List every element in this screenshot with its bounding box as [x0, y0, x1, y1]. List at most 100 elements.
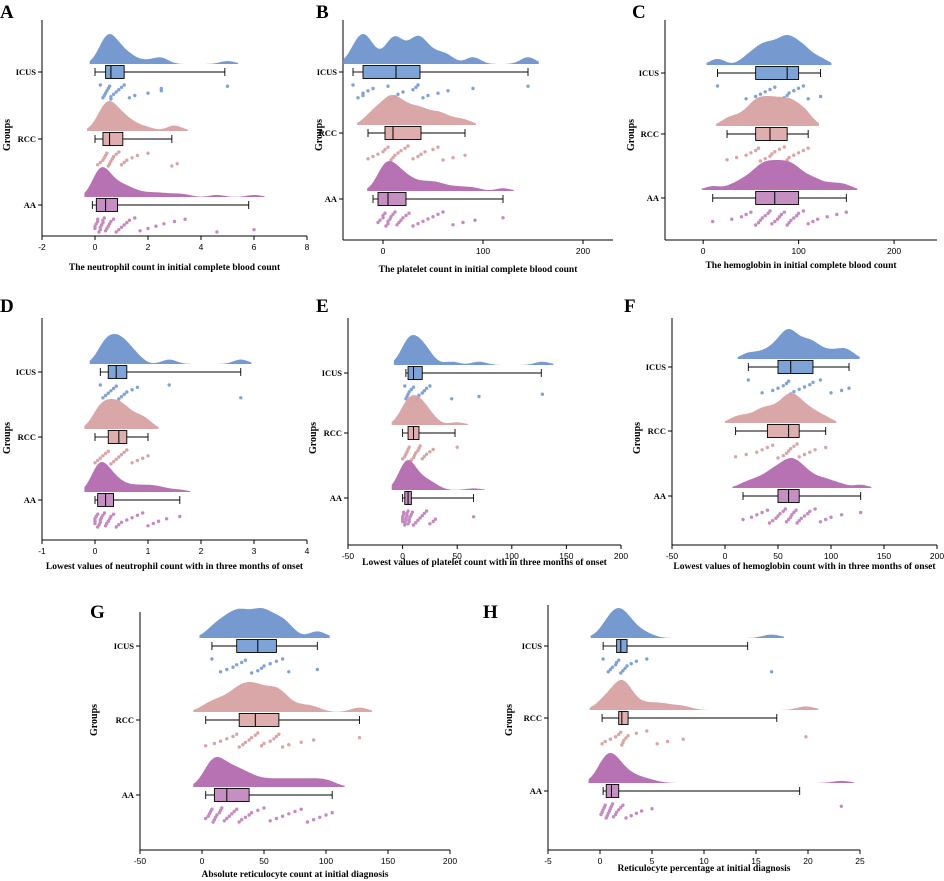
- data-point: [789, 447, 793, 451]
- x-tick-label: 6: [252, 242, 257, 252]
- data-point: [645, 657, 649, 661]
- data-point: [381, 150, 385, 154]
- data-point: [436, 145, 440, 149]
- series-icus: ICUS: [522, 608, 785, 675]
- data-point: [785, 158, 789, 162]
- density-cloud: [89, 34, 239, 64]
- data-point: [501, 216, 505, 220]
- data-point: [792, 153, 796, 157]
- x-axis-label: Lowest values of neutrophil count with i…: [46, 562, 304, 572]
- data-point: [634, 811, 639, 815]
- data-point: [424, 386, 429, 390]
- data-point: [754, 223, 758, 227]
- data-point: [386, 219, 390, 223]
- data-point: [794, 508, 798, 512]
- data-point: [237, 820, 241, 824]
- data-point: [792, 390, 796, 394]
- x-tick-label: 200: [614, 551, 628, 561]
- data-point: [621, 803, 625, 807]
- data-point: [274, 659, 279, 663]
- data-point: [756, 146, 761, 150]
- data-point: [839, 804, 843, 808]
- data-point: [610, 665, 615, 669]
- data-point: [409, 458, 413, 462]
- x-tick-label: 100: [476, 246, 490, 256]
- data-point: [119, 225, 124, 229]
- density-cloud: [87, 101, 188, 131]
- data-point: [386, 145, 390, 149]
- data-point: [730, 217, 734, 221]
- data-point: [111, 386, 116, 391]
- data-point: [606, 670, 610, 674]
- data-point: [665, 739, 670, 744]
- data-point: [799, 516, 803, 520]
- data-point: [414, 451, 418, 455]
- data-point: [378, 218, 382, 222]
- category-label: RCC: [324, 428, 342, 438]
- data-point: [376, 152, 380, 156]
- data-point: [760, 391, 764, 395]
- data-point: [272, 737, 276, 741]
- panel-letter: C: [632, 2, 646, 23]
- data-point: [287, 670, 291, 674]
- data-point: [156, 519, 161, 523]
- data-point: [617, 808, 621, 812]
- data-point: [237, 745, 241, 749]
- category-label: RCC: [524, 713, 542, 723]
- x-tick-label: 150: [381, 856, 395, 866]
- panel-letter: B: [316, 2, 329, 23]
- data-point: [280, 745, 285, 749]
- data-point: [431, 215, 435, 219]
- iqr-box: [213, 788, 250, 802]
- data-point: [395, 223, 399, 227]
- density-cloud: [367, 161, 514, 191]
- density-cloud: [589, 680, 819, 710]
- iqr-box: [105, 65, 125, 79]
- panel-c: C 0 100 200 The hemoglobin in initial comple…: [626, 2, 937, 271]
- data-point: [133, 216, 137, 220]
- series-aa: AA: [24, 167, 265, 234]
- iqr-box: [777, 360, 814, 374]
- data-point: [280, 657, 285, 661]
- data-point: [802, 385, 807, 389]
- data-point: [351, 83, 355, 87]
- x-tick-label: 0: [400, 551, 405, 561]
- data-point: [239, 396, 243, 400]
- data-point: [786, 379, 791, 383]
- data-point: [754, 94, 758, 99]
- x-tick-label: 50: [773, 551, 783, 561]
- data-point: [371, 86, 375, 91]
- data-point: [715, 84, 720, 88]
- data-point: [111, 92, 116, 97]
- data-point: [101, 454, 105, 458]
- data-point: [422, 389, 427, 393]
- data-point: [625, 664, 629, 668]
- x-tick-label: 0: [93, 546, 98, 556]
- data-point: [404, 213, 408, 218]
- data-point: [795, 214, 799, 218]
- data-point: [125, 448, 129, 452]
- data-point: [789, 218, 793, 222]
- data-point: [225, 816, 229, 821]
- data-point: [93, 461, 97, 465]
- data-point: [122, 83, 126, 87]
- density-cloud: [391, 395, 469, 425]
- data-point: [744, 212, 748, 217]
- data-point: [426, 93, 430, 98]
- data-point: [847, 386, 851, 390]
- data-point: [801, 209, 806, 213]
- density-cloud: [393, 335, 554, 365]
- x-tick-label: 100: [505, 551, 519, 561]
- data-point: [107, 84, 112, 88]
- series-aa: AA: [647, 160, 858, 227]
- data-point: [98, 160, 103, 165]
- x-axis-label: Lowest values of hemoglobin count with i…: [673, 562, 936, 572]
- data-point: [763, 157, 767, 161]
- data-point: [122, 223, 126, 227]
- series-icus: ICUS: [322, 335, 554, 402]
- data-point: [111, 512, 116, 516]
- data-point: [231, 665, 235, 669]
- data-point: [418, 516, 422, 520]
- data-point: [744, 452, 748, 457]
- data-point: [617, 658, 621, 662]
